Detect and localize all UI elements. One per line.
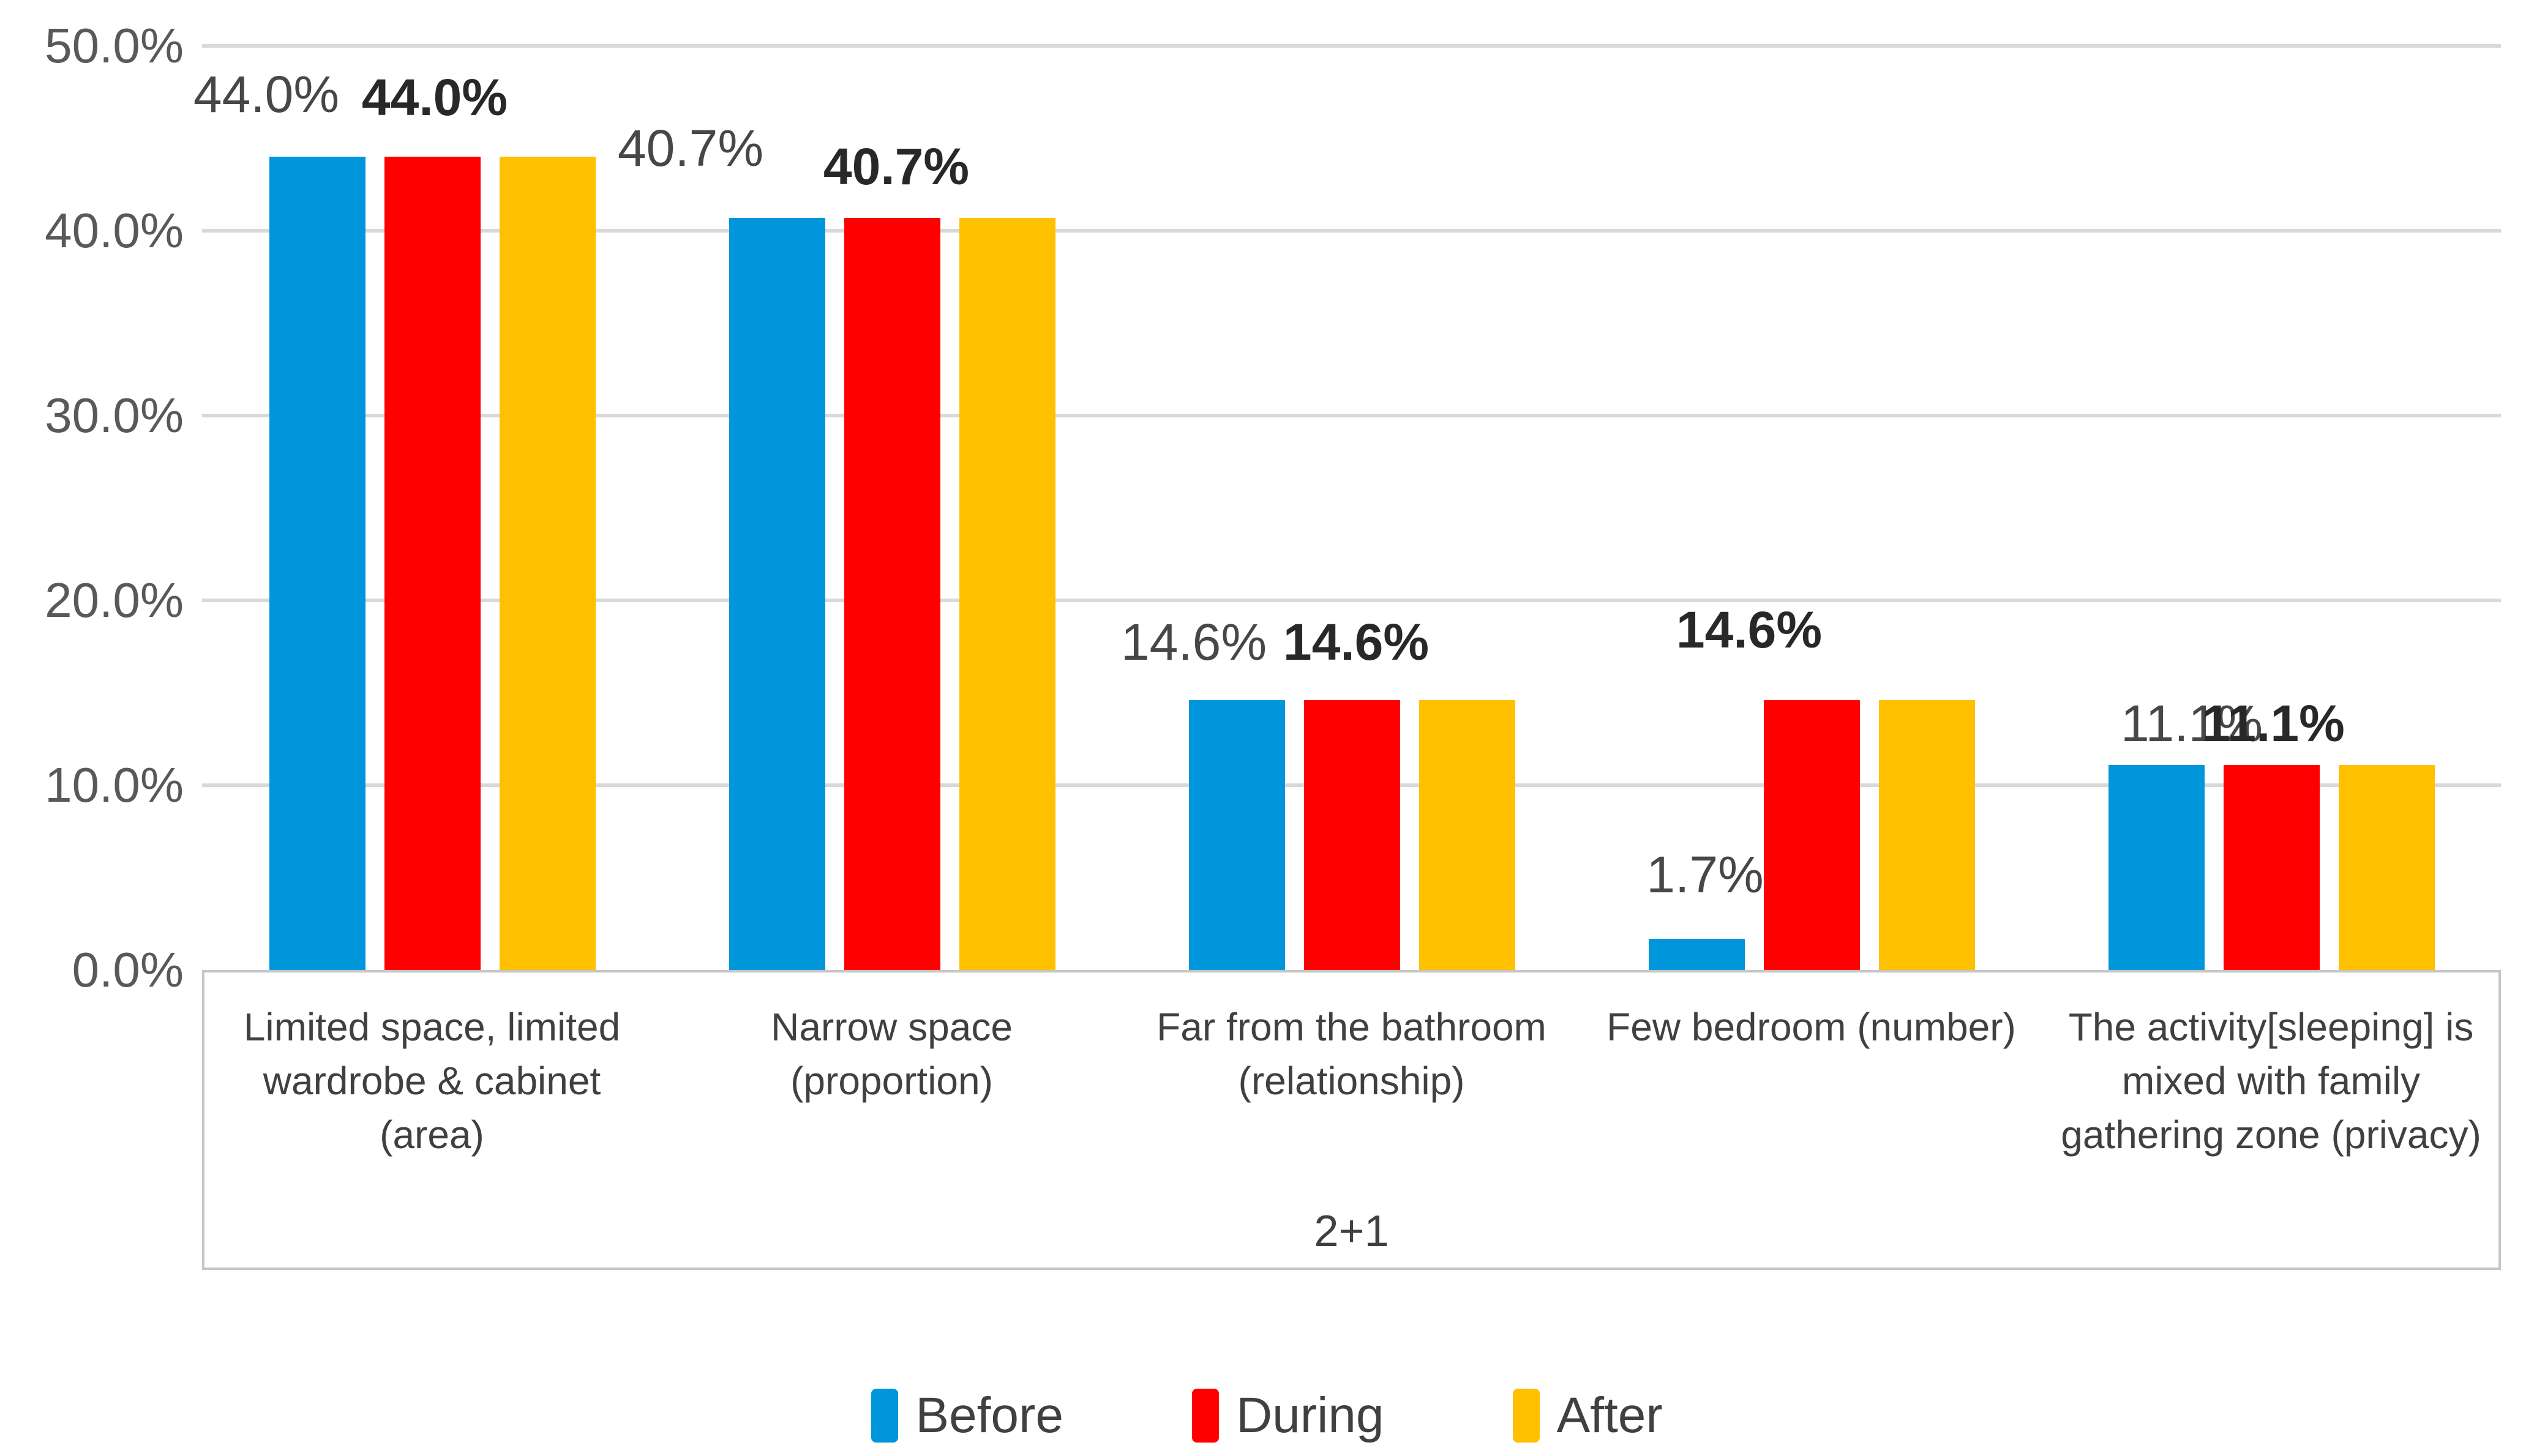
gridline-20.0% <box>202 599 2501 602</box>
bar-before-category-3 <box>1188 700 1285 970</box>
data-label: 14.6% <box>1120 613 1267 671</box>
legend-swatch-after <box>1512 1389 1540 1443</box>
data-label-bold: 40.7% <box>823 138 970 195</box>
data-label-bold: 14.6% <box>1676 601 1823 659</box>
gridline-30.0% <box>202 414 2501 417</box>
y-tick-label: 0.0% <box>72 943 184 997</box>
category-label-3: Far from the bathroom (relationship) <box>1156 1005 1546 1103</box>
category-label-4: Few bedroom (number) <box>1606 1005 2016 1049</box>
bar-during-category-5 <box>2223 764 2320 970</box>
legend-swatch-during <box>1191 1389 1219 1443</box>
y-tick-label: 30.0% <box>45 388 184 442</box>
bar-after-category-2 <box>959 217 1055 970</box>
bar-before-category-4 <box>1648 938 1745 970</box>
data-label-bold: 11.1% <box>2202 695 2345 752</box>
bar-after-category-4 <box>1878 700 1975 970</box>
legend-label-during: During <box>1235 1387 1384 1443</box>
bar-before-category-5 <box>2108 764 2205 970</box>
bar-during-category-2 <box>844 217 940 970</box>
bar-after-category-5 <box>2338 764 2435 970</box>
data-label: 1.7% <box>1646 846 1764 903</box>
data-label: 11.1% <box>2121 695 2263 752</box>
legend-swatch-before <box>871 1389 899 1443</box>
legend-label-before: Before <box>915 1387 1063 1443</box>
data-label-bold: 44.0% <box>361 69 508 126</box>
gridline-50.0% <box>202 44 2501 48</box>
axis-group-label: 2+1 <box>1314 1207 1389 1256</box>
legend-item-during: During <box>1191 1387 1384 1444</box>
bar-during-category-1 <box>384 157 481 970</box>
data-label-bold: 14.6% <box>1283 613 1430 671</box>
data-label: 44.0% <box>193 65 340 123</box>
y-tick-label: 10.0% <box>45 758 184 812</box>
bar-during-category-3 <box>1303 700 1400 970</box>
category-label-1: Limited space, limited wardrobe & cabine… <box>243 1005 621 1157</box>
y-tick-label: 50.0% <box>45 18 184 73</box>
category-axis-box: Limited space, limited wardrobe & cabine… <box>202 970 2501 1270</box>
gridline-40.0% <box>202 229 2501 233</box>
data-label: 40.7% <box>617 119 764 177</box>
legend-label-after: After <box>1556 1387 1663 1443</box>
bar-after-category-3 <box>1419 700 1515 970</box>
legend-item-after: After <box>1512 1387 1663 1444</box>
category-label-5: The activity[sleeping] is mixed with fam… <box>2061 1005 2481 1157</box>
y-tick-label: 20.0% <box>45 573 184 627</box>
bar-after-category-1 <box>499 157 596 970</box>
category-label-2: Narrow space (proportion) <box>771 1005 1013 1103</box>
legend: Before During After <box>0 1382 2534 1449</box>
y-tick-label: 40.0% <box>45 203 184 258</box>
bar-before-category-1 <box>269 157 365 970</box>
bar-before-category-2 <box>729 217 825 970</box>
bar-during-category-4 <box>1763 700 1860 970</box>
legend-item-before: Before <box>871 1387 1063 1444</box>
